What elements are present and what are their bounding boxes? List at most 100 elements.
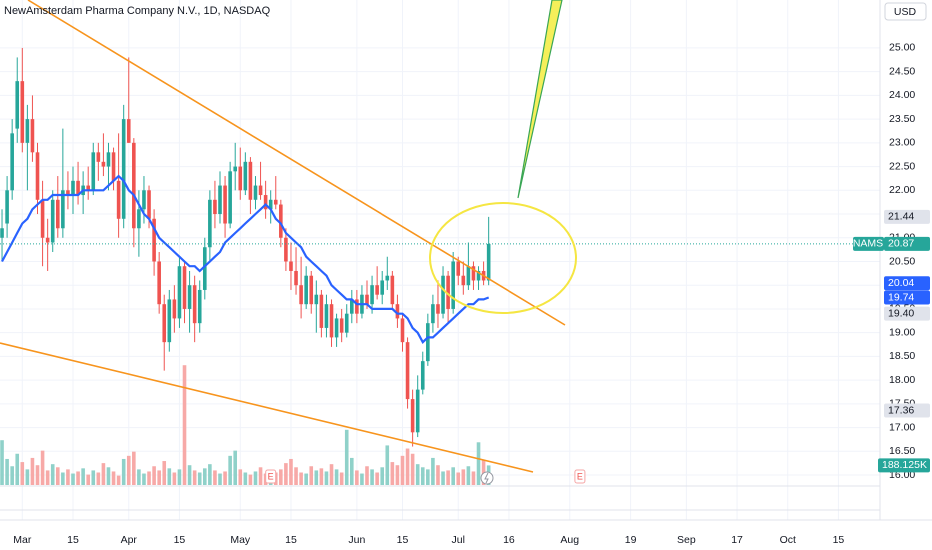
volume-bar <box>395 465 400 485</box>
volume-bar <box>10 466 14 485</box>
y-tick-label: 18.50 <box>889 350 915 362</box>
candle-body <box>167 299 172 343</box>
volume-bar <box>284 463 288 485</box>
volume-bar <box>370 469 374 485</box>
candle-body <box>268 199 273 210</box>
volume-bar <box>471 471 476 485</box>
candle-body <box>132 142 136 229</box>
y-tick-label: 24.50 <box>889 65 915 77</box>
volume-bar <box>40 450 45 485</box>
lightning-icon <box>480 471 494 485</box>
price-badge-label: 20.04 <box>888 277 914 289</box>
lower-trendline <box>0 342 534 473</box>
candle-body <box>339 318 344 333</box>
candle-body <box>375 285 379 295</box>
volume-bar <box>329 464 334 485</box>
x-tick-label: 16 <box>503 534 515 546</box>
volume-bar <box>431 457 435 485</box>
candle-body <box>126 119 131 143</box>
upper-trendline <box>27 0 566 326</box>
volume-bar <box>233 450 238 485</box>
candle-body <box>253 185 258 200</box>
candle-body <box>395 304 400 319</box>
volume-bar <box>420 467 425 485</box>
candle-body <box>192 285 197 324</box>
candle-body <box>284 237 288 262</box>
candle-body <box>61 190 65 229</box>
candle-body <box>101 161 106 167</box>
candle-body <box>370 285 374 305</box>
candle-body <box>25 119 30 143</box>
volume-bar <box>61 472 65 485</box>
candle-body <box>294 270 298 286</box>
replay-icon <box>480 471 494 485</box>
volume-bar <box>380 467 385 485</box>
candle-body <box>486 243 491 281</box>
x-tick-label: Jul <box>452 534 465 546</box>
volume-bar <box>415 464 420 485</box>
volume-bar <box>253 471 258 485</box>
candle-body <box>66 190 70 196</box>
volume-bar <box>5 458 9 485</box>
y-tick-label: 16.50 <box>889 445 915 457</box>
volume-bar <box>349 457 354 485</box>
volume-bar <box>446 470 450 485</box>
candle-body <box>273 199 278 205</box>
candle-body <box>116 180 121 219</box>
candle-body <box>441 275 445 314</box>
volume-bar <box>248 474 253 485</box>
candle-body <box>385 275 390 281</box>
candle-body <box>182 266 187 309</box>
y-tick-label: 24.00 <box>889 89 915 101</box>
currency[interactable]: USD <box>894 6 917 18</box>
candle-body <box>228 171 232 224</box>
chart-title: NewAmsterdam Pharma Company N.V., 1D, NA… <box>4 5 271 17</box>
volume-bar <box>289 458 293 485</box>
candle-body <box>10 133 14 191</box>
volume-bar <box>461 469 466 485</box>
event-label: E <box>577 471 583 481</box>
volume-bar <box>0 440 4 485</box>
candle-body <box>218 185 222 215</box>
candle-body <box>299 285 303 305</box>
volume-bar <box>243 472 248 485</box>
volume-bar <box>116 475 121 485</box>
volume-bar <box>456 472 461 485</box>
candle-body <box>208 199 212 248</box>
x-tick-label: Aug <box>560 534 579 546</box>
symbol-badge <box>853 236 884 251</box>
price-badge-label: 20.87 <box>888 238 914 250</box>
currency-button[interactable] <box>884 2 927 21</box>
volume-bar <box>66 469 70 485</box>
candle-body <box>344 313 349 333</box>
candle-body <box>20 81 25 143</box>
price-badge-label: 188.125K <box>882 459 927 471</box>
candle-body <box>471 266 476 281</box>
candle-body <box>96 152 101 162</box>
x-tick-label: 15 <box>67 534 79 546</box>
volume-bar <box>20 462 25 485</box>
candle-body <box>431 304 435 324</box>
volume-bar <box>162 461 167 485</box>
candle-body <box>476 270 481 281</box>
candle-body <box>349 299 354 314</box>
candle-body <box>177 266 182 319</box>
price-badge <box>884 403 930 418</box>
volume-bar <box>360 473 364 485</box>
volume-bar <box>45 470 50 485</box>
volume-pane <box>0 365 491 485</box>
candle-body <box>223 185 227 224</box>
candle-body <box>35 152 40 200</box>
volume-bar <box>96 472 101 485</box>
candle-body <box>157 261 161 305</box>
candle-body <box>162 304 167 343</box>
candle-body <box>314 294 319 305</box>
volume-bar <box>309 466 314 485</box>
volume-bar <box>304 473 308 485</box>
volume-bar <box>228 455 232 485</box>
volume-bar <box>197 472 202 485</box>
volume-bar <box>182 365 187 485</box>
candle-body <box>86 185 91 191</box>
